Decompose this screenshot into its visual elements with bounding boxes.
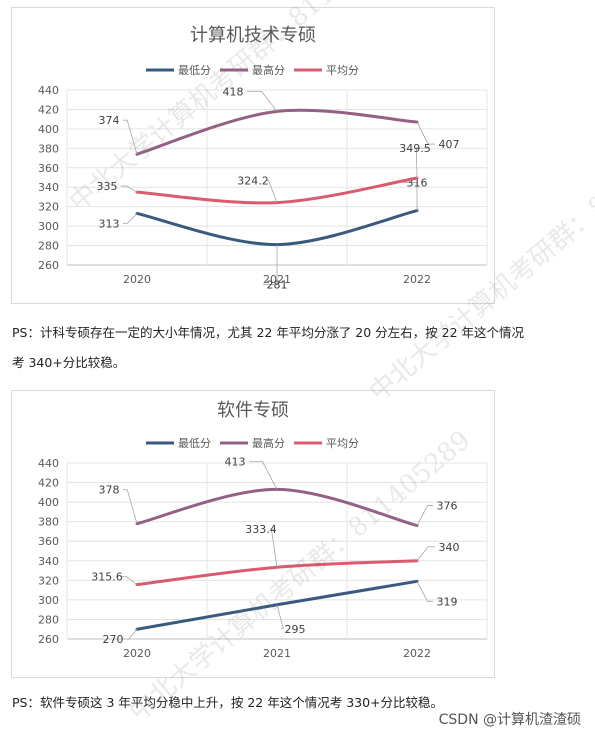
data-label: 407: [439, 138, 460, 151]
y-tick-label: 380: [38, 142, 59, 155]
data-label-leader: [267, 180, 278, 203]
y-tick-label: 360: [38, 535, 59, 548]
y-tick-label: 300: [38, 220, 59, 233]
y-tick-label: 420: [38, 477, 59, 490]
chart-computer-tech: 计算机技术专硕最低分 最高分 平均分 260 280 300 320 340 360 380 400…: [11, 7, 495, 304]
data-label: 313: [99, 217, 120, 230]
y-tick-label: 340: [38, 181, 59, 194]
data-label-leader: [416, 581, 433, 602]
data-label-leader: [249, 461, 278, 490]
series-line-1: [135, 108, 419, 156]
x-tick-label: 2020: [123, 647, 151, 660]
legend-label-1: 最高分: [252, 63, 285, 77]
y-tick-label: 340: [38, 555, 59, 568]
data-label-leader: [270, 528, 278, 568]
y-tick-label: 280: [38, 240, 59, 253]
data-label-leader: [416, 546, 435, 562]
legend-label-1: 最高分: [252, 436, 285, 450]
data-label: 418: [223, 85, 244, 98]
data-label-leader: [127, 628, 138, 640]
y-tick-label: 400: [38, 496, 59, 509]
series-line-0: [135, 209, 419, 247]
y-tick-label: 320: [38, 201, 59, 214]
data-label: 315.6: [91, 571, 123, 584]
y-tick-label: 380: [38, 516, 59, 529]
legend-label-0: 最低分: [178, 437, 211, 450]
data-label-leader: [276, 604, 284, 630]
data-label: 378: [99, 484, 120, 497]
y-tick-label: 320: [38, 574, 59, 587]
y-tick-label: 280: [38, 613, 59, 626]
y-tick-label: 420: [38, 103, 59, 116]
data-label-leader: [121, 576, 138, 585]
data-label-leader: [123, 489, 138, 524]
data-label: 333.4: [245, 523, 277, 536]
data-label: 319: [437, 595, 458, 608]
note-computer-tech-line1: PS：计科专硕存在一定的大小年情况，尤其 22 年平均分涨了 20 分左右，按 …: [12, 325, 525, 340]
data-label-leader: [123, 213, 138, 224]
data-label-leader: [416, 505, 433, 526]
y-tick-label: 360: [38, 162, 59, 175]
y-tick-label: 260: [38, 633, 59, 646]
data-label: 281: [267, 279, 288, 292]
data-label: 376: [437, 500, 458, 513]
y-tick-label: 440: [38, 457, 59, 470]
data-label: 295: [285, 623, 306, 636]
series-line-2: [135, 176, 419, 205]
note-software-line1: PS：软件专硕这 3 年平均分稳中上升，按 22 年这个情况考 330+分比较稳…: [12, 695, 444, 710]
legend-label-2: 平均分: [326, 437, 359, 450]
data-label-leader: [121, 185, 138, 193]
y-tick-label: 300: [38, 594, 59, 607]
y-tick-label: 440: [38, 84, 59, 97]
data-label: 270: [103, 633, 124, 646]
data-label-leader: [247, 90, 278, 112]
x-tick-label: 2022: [403, 273, 431, 286]
chart-software: 软件专硕最低分 最高分 平均分 260 280 300 320 340 360 380 400 420…: [11, 390, 495, 678]
chart-title: 软件专硕: [217, 400, 289, 421]
x-tick-label: 2020: [123, 273, 151, 286]
data-label: 335: [97, 180, 118, 193]
legend-label-0: 最低分: [178, 64, 211, 77]
data-label-leader: [263, 244, 278, 285]
chart-title: 计算机技术专硕: [190, 25, 316, 46]
series-line-1: [135, 487, 419, 528]
x-tick-label: 2021: [263, 647, 291, 660]
data-label-leader: [403, 182, 418, 211]
note-computer-tech: PS：计科专硕存在一定的大小年情况，尤其 22 年平均分涨了 20 分左右，按 …: [12, 318, 587, 378]
y-tick-label: 400: [38, 123, 59, 136]
data-label-leader: [415, 147, 429, 178]
data-label: 340: [439, 541, 460, 554]
legend-label-2: 平均分: [326, 64, 359, 77]
x-tick-label: 2022: [403, 647, 431, 660]
note-software: PS：软件专硕这 3 年平均分稳中上升，按 22 年这个情况考 330+分比较稳…: [12, 688, 587, 718]
csdn-credit: CSDN @计算机渣渣硕: [438, 712, 581, 728]
data-label: 324.2: [237, 175, 269, 188]
data-label: 349.5: [399, 142, 431, 155]
data-label: 413: [225, 455, 246, 468]
note-computer-tech-line2: 考 340+分比较稳。: [12, 355, 126, 370]
data-label: 374: [99, 114, 120, 127]
series-line-2: [135, 559, 419, 587]
data-label-leader: [123, 119, 138, 155]
y-tick-label: 260: [38, 259, 59, 272]
data-label-leader: [416, 121, 435, 145]
